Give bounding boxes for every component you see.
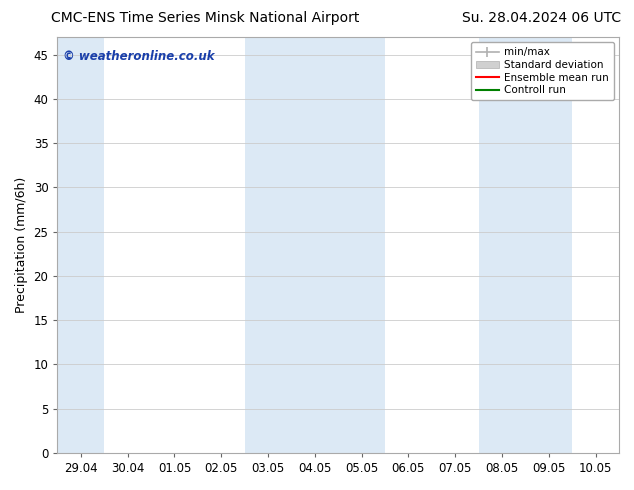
Text: CMC-ENS Time Series Minsk National Airport: CMC-ENS Time Series Minsk National Airpo… bbox=[51, 11, 359, 25]
Bar bbox=[245, 37, 385, 453]
Legend: min/max, Standard deviation, Ensemble mean run, Controll run: min/max, Standard deviation, Ensemble me… bbox=[470, 42, 614, 100]
Bar bbox=[58, 37, 104, 453]
Text: © weatheronline.co.uk: © weatheronline.co.uk bbox=[63, 49, 215, 63]
Y-axis label: Precipitation (mm/6h): Precipitation (mm/6h) bbox=[15, 177, 28, 313]
Text: Su. 28.04.2024 06 UTC: Su. 28.04.2024 06 UTC bbox=[462, 11, 621, 25]
Bar bbox=[479, 37, 573, 453]
